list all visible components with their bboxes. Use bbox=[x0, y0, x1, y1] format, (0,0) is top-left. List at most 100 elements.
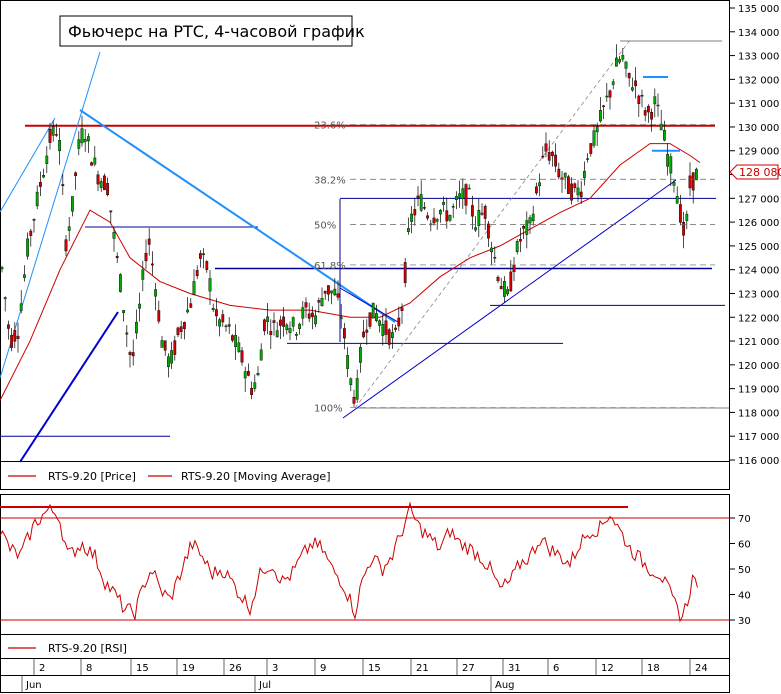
candle-body bbox=[35, 191, 39, 207]
fib-level-label: 61.8% bbox=[314, 261, 346, 272]
candle-body bbox=[618, 59, 622, 63]
candle-body bbox=[362, 331, 365, 338]
candle-body bbox=[448, 215, 452, 221]
candle-body bbox=[493, 257, 497, 259]
candle-body bbox=[230, 335, 234, 341]
candle-body bbox=[368, 312, 372, 327]
y-tick-label: 132 000 bbox=[738, 75, 779, 86]
candle-body bbox=[115, 256, 119, 259]
candle-body bbox=[528, 217, 532, 224]
candle-body bbox=[77, 139, 81, 149]
candle-body bbox=[685, 213, 689, 221]
trend-line bbox=[0, 51, 101, 379]
candle-body bbox=[391, 332, 394, 339]
legend-rsi-label: RTS-9.20 [RSI] bbox=[48, 642, 127, 655]
candle-body bbox=[96, 174, 100, 185]
candle-body bbox=[282, 316, 285, 327]
candle-body bbox=[163, 340, 167, 351]
candle-body bbox=[250, 388, 253, 395]
candle-body bbox=[458, 193, 461, 198]
candle-body bbox=[182, 322, 186, 330]
candle-body bbox=[525, 220, 529, 235]
candle-body bbox=[307, 313, 311, 319]
candle-body bbox=[538, 182, 542, 187]
candle-body bbox=[512, 265, 516, 273]
y-tick-label: 135 000 bbox=[738, 4, 779, 15]
candle-body bbox=[586, 158, 590, 160]
candle-body bbox=[109, 210, 113, 213]
candle-body bbox=[234, 334, 237, 348]
fib-level-label: 23.6% bbox=[314, 121, 346, 132]
candle-body bbox=[624, 61, 628, 69]
candle-body bbox=[288, 328, 292, 333]
candle-body bbox=[13, 330, 17, 342]
candle-body bbox=[67, 226, 71, 231]
candle-body bbox=[464, 184, 468, 206]
candle-body bbox=[218, 319, 221, 327]
candle-body bbox=[298, 323, 301, 329]
candle-body bbox=[509, 271, 513, 292]
y-tick-label: 117 000 bbox=[738, 432, 779, 443]
rsi-tick-label: 40 bbox=[738, 591, 751, 602]
candle-body bbox=[61, 184, 65, 187]
x-tick-label: 18 bbox=[647, 663, 660, 674]
y-tick-label: 125 000 bbox=[738, 242, 779, 253]
candle-body bbox=[371, 302, 375, 319]
candle-body bbox=[173, 340, 177, 355]
y-tick-label: 127 000 bbox=[738, 194, 779, 205]
trend-line bbox=[342, 179, 677, 419]
candle-body bbox=[333, 288, 337, 296]
candle-body bbox=[195, 270, 199, 277]
candle-body bbox=[563, 172, 567, 178]
candle-body bbox=[423, 207, 426, 209]
fib-level-label: 50% bbox=[314, 220, 336, 231]
candle-body bbox=[118, 274, 122, 292]
candle-body bbox=[295, 333, 298, 336]
y-tick-label: 134 000 bbox=[738, 28, 779, 39]
x-tick-label: 15 bbox=[136, 663, 149, 674]
candle-body bbox=[186, 309, 189, 313]
candle-body bbox=[455, 196, 458, 200]
candle-body bbox=[471, 205, 474, 217]
y-tick-label: 129 000 bbox=[738, 147, 779, 158]
candle-body bbox=[439, 209, 442, 215]
candle-body bbox=[592, 130, 596, 146]
candle-body bbox=[515, 241, 519, 253]
candle-body bbox=[102, 175, 106, 191]
candle-body bbox=[112, 232, 116, 239]
candle-body bbox=[243, 371, 247, 379]
candle-body bbox=[237, 342, 241, 352]
candle-body bbox=[170, 350, 173, 364]
candle-body bbox=[327, 285, 330, 295]
candle-body bbox=[413, 209, 417, 216]
candle-body bbox=[128, 352, 132, 355]
candle-body bbox=[263, 319, 266, 332]
rsi-legend-band bbox=[0, 634, 730, 659]
candle-body bbox=[99, 181, 103, 188]
candle-body bbox=[567, 176, 570, 194]
candle-body bbox=[583, 171, 586, 178]
candle-body bbox=[503, 281, 506, 297]
candle-body bbox=[285, 324, 289, 331]
y-tick-label: 116 000 bbox=[738, 456, 779, 467]
candle-body bbox=[407, 228, 410, 232]
candle-body bbox=[314, 315, 317, 325]
legend-ma-label: RTS-9.20 [Moving Average] bbox=[181, 470, 331, 483]
rsi-plot-frame bbox=[0, 494, 730, 635]
candle-body bbox=[672, 181, 676, 186]
candle-body bbox=[445, 210, 449, 222]
moving-average-line bbox=[0, 143, 701, 401]
candle-body bbox=[304, 302, 308, 308]
candle-body bbox=[141, 269, 145, 280]
candle-body bbox=[272, 320, 276, 323]
candle-body bbox=[106, 183, 110, 196]
candle-body bbox=[387, 329, 391, 345]
candle-body bbox=[659, 123, 663, 131]
candle-body bbox=[663, 129, 666, 141]
candle-body bbox=[269, 331, 273, 336]
candle-body bbox=[214, 309, 218, 317]
x-tick-label: 15 bbox=[368, 663, 381, 674]
y-tick-label: 120 000 bbox=[738, 361, 779, 372]
candle-body bbox=[6, 324, 10, 329]
candle-body bbox=[339, 316, 343, 319]
